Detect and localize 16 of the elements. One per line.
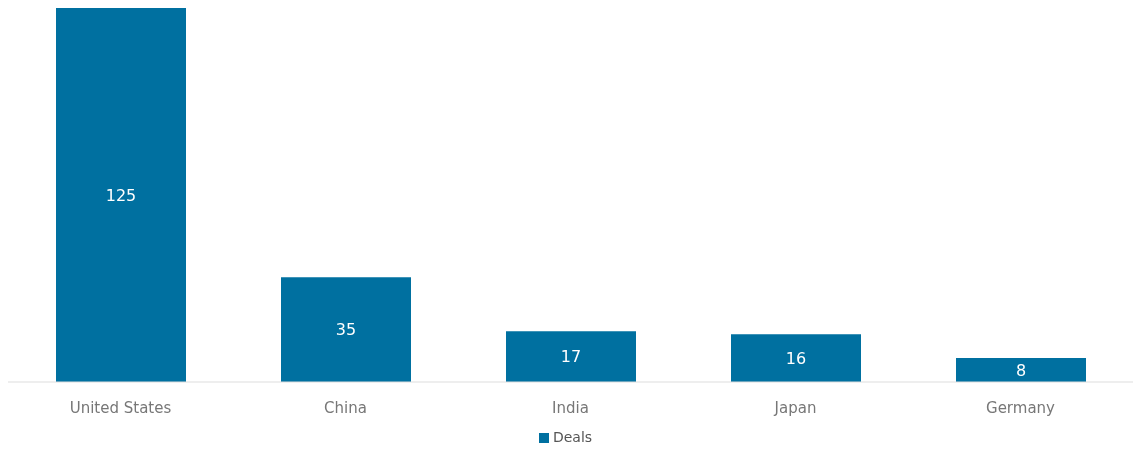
bar [956,358,1086,382]
data-label: 8 [1015,360,1027,380]
x-tick-label: United States [69,398,172,417]
data-label: 125 [105,185,137,205]
x-tick-label: India [552,398,589,417]
x-tick-label: Japan [773,398,817,417]
x-tick-label: Germany [986,398,1056,417]
bar [731,334,861,382]
data-label: 35 [335,320,357,340]
legend-label: Deals [552,429,593,445]
bar [281,277,411,382]
bar [506,331,636,382]
data-label: 16 [785,348,807,368]
x-tick-label: China [324,398,367,417]
data-label: 17 [560,347,582,367]
bar [56,8,186,382]
